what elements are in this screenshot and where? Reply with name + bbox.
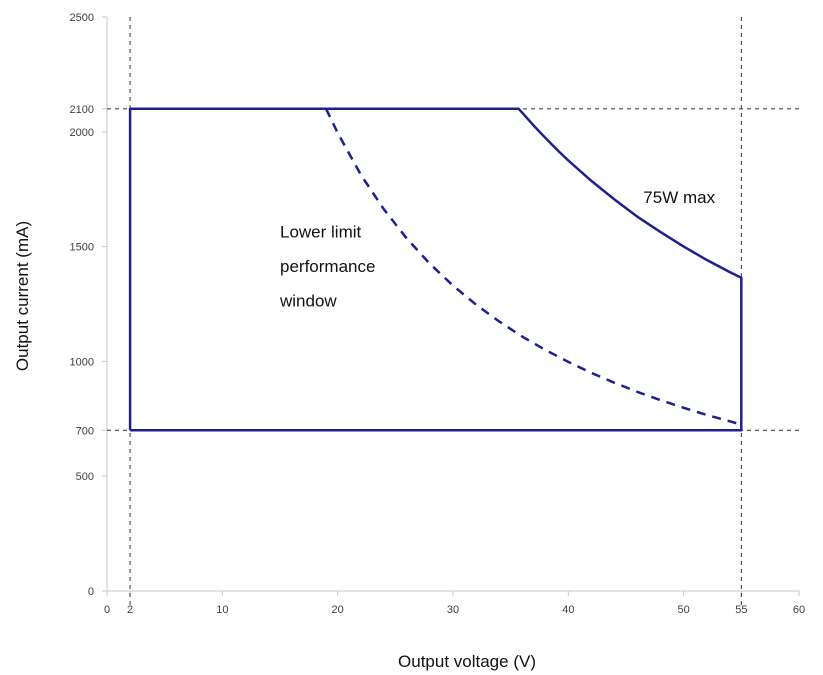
x-tick-label: 55 [735, 604, 747, 616]
annotations: 75W max Lower limit performance window [279, 188, 716, 310]
x-tick-label: 40 [562, 604, 574, 616]
annotation-label: 75W max [643, 188, 715, 207]
y-axis-label: Output current (mA) [13, 221, 32, 371]
y-tick-label: 1000 [70, 356, 94, 368]
y-tick-label: 700 [76, 425, 94, 437]
x-tick-label: 10 [216, 604, 228, 616]
y-tick-label: 2500 [70, 12, 94, 24]
tick-labels: 0 2 10 20 30 40 50 55 60 0 500 700 1000 1500 2000 2100 2… [70, 12, 806, 616]
y-tick-label: 2100 [70, 104, 94, 116]
y-tick-label: 500 [76, 471, 94, 483]
annotation-label: Lower limit [280, 222, 362, 241]
x-axis-label: Output voltage (V) [398, 652, 536, 671]
x-tick-label: 2 [127, 604, 133, 616]
reference-lines [107, 17, 799, 608]
axes [102, 16, 800, 596]
x-tick-label: 30 [447, 604, 459, 616]
y-tick-label: 1500 [70, 242, 94, 254]
x-tick-label: 60 [793, 604, 805, 616]
y-tick-label: 0 [88, 586, 94, 598]
y-tick-label: 2000 [70, 127, 94, 139]
x-tick-label: 0 [104, 604, 110, 616]
series-lower-limit-line [324, 108, 742, 426]
annotation-label: window [279, 291, 337, 310]
annotation-label: performance [280, 257, 375, 276]
x-tick-label: 20 [332, 604, 344, 616]
series-group [128, 107, 743, 432]
x-tick-label: 50 [678, 604, 690, 616]
series-max-power-line [128, 107, 743, 432]
